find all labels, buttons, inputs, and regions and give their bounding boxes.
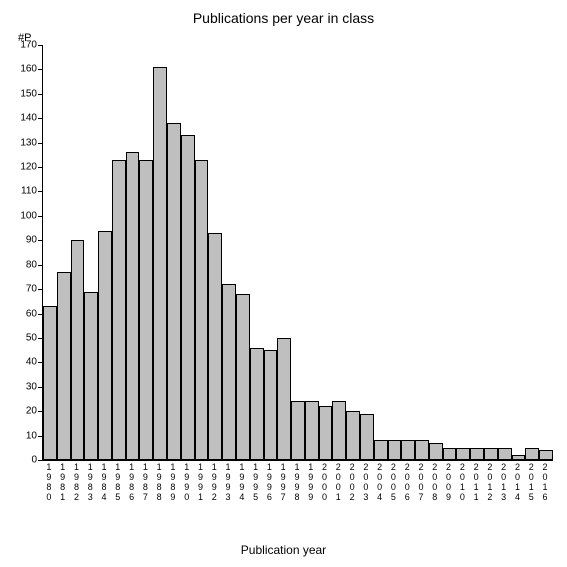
bar — [291, 401, 305, 460]
bar — [415, 440, 429, 460]
x-tick-label: 2002 — [345, 463, 359, 503]
bar — [264, 350, 278, 460]
x-tick-label: 2003 — [359, 463, 373, 503]
x-axis-tick-labels: 1980198119821983198419851986198719881989… — [42, 463, 552, 503]
bar — [71, 240, 85, 460]
y-tick-label: 100 — [7, 210, 37, 221]
x-tick-label: 2011 — [469, 463, 483, 503]
y-tick-label: 130 — [7, 137, 37, 148]
bar — [443, 448, 457, 460]
x-tick-label: 1989 — [166, 463, 180, 503]
x-tick-label: 2000 — [318, 463, 332, 503]
bar — [153, 67, 167, 460]
x-tick-label: 1988 — [152, 463, 166, 503]
bar — [236, 294, 250, 460]
y-tick-label: 60 — [7, 308, 37, 319]
x-tick-label: 1998 — [290, 463, 304, 503]
y-tick-label: 10 — [7, 430, 37, 441]
bar — [484, 448, 498, 460]
x-tick-label: 2005 — [387, 463, 401, 503]
bar — [525, 448, 539, 460]
bar — [43, 306, 57, 460]
x-tick-label: 1999 — [304, 463, 318, 503]
bar — [112, 160, 126, 460]
y-tick-label: 90 — [7, 235, 37, 246]
y-tick-label: 80 — [7, 259, 37, 270]
bar — [539, 450, 553, 460]
bar — [222, 284, 236, 460]
bar — [126, 152, 140, 460]
chart-title: Publications per year in class — [0, 10, 567, 26]
x-tick-label: 2010 — [455, 463, 469, 503]
x-tick-label: 1981 — [56, 463, 70, 503]
bar — [319, 406, 333, 460]
x-tick-label: 1994 — [235, 463, 249, 503]
x-tick-label: 2006 — [400, 463, 414, 503]
y-tick-label: 160 — [7, 64, 37, 75]
x-tick-label: 1996 — [263, 463, 277, 503]
bar — [250, 348, 264, 460]
x-tick-label: 1990 — [180, 463, 194, 503]
y-tick-label: 50 — [7, 332, 37, 343]
x-tick-label: 2007 — [414, 463, 428, 503]
bar — [195, 160, 209, 460]
bar — [429, 443, 443, 460]
x-axis-label: Publication year — [0, 543, 567, 557]
x-tick-label: 2013 — [497, 463, 511, 503]
y-tick-label: 150 — [7, 88, 37, 99]
x-tick-label: 1983 — [83, 463, 97, 503]
x-tick-label: 2008 — [428, 463, 442, 503]
x-tick-label: 2016 — [538, 463, 552, 503]
bar — [84, 292, 98, 460]
bar — [305, 401, 319, 460]
x-tick-label: 1982 — [70, 463, 84, 503]
x-tick-label: 2009 — [442, 463, 456, 503]
bars — [43, 45, 553, 460]
plot-area — [42, 45, 553, 461]
bar — [139, 160, 153, 460]
x-tick-label: 1995 — [249, 463, 263, 503]
bar — [498, 448, 512, 460]
y-tick-label: 20 — [7, 406, 37, 417]
x-tick-label: 1985 — [111, 463, 125, 503]
bar — [181, 135, 195, 460]
x-tick-label: 1984 — [97, 463, 111, 503]
y-tick-label: 120 — [7, 162, 37, 173]
chart-container: Publications per year in class #P 010203… — [0, 0, 567, 567]
y-tick-label: 40 — [7, 357, 37, 368]
y-tick-label: 110 — [7, 186, 37, 197]
bar — [332, 401, 346, 460]
x-tick-label: 2001 — [331, 463, 345, 503]
x-tick-label: 1986 — [125, 463, 139, 503]
x-tick-label: 1987 — [138, 463, 152, 503]
bar — [401, 440, 415, 460]
y-tick-label: 0 — [7, 455, 37, 466]
bar — [388, 440, 402, 460]
x-tick-label: 2015 — [524, 463, 538, 503]
bar — [512, 455, 526, 460]
y-tick-label: 30 — [7, 381, 37, 392]
x-tick-label: 2012 — [483, 463, 497, 503]
bar — [277, 338, 291, 460]
bar — [360, 414, 374, 460]
x-tick-label: 1992 — [207, 463, 221, 503]
y-tick-label: 140 — [7, 113, 37, 124]
y-tick-label: 170 — [7, 40, 37, 51]
bar — [374, 440, 388, 460]
bar — [167, 123, 181, 460]
bar — [470, 448, 484, 460]
bar — [346, 411, 360, 460]
x-tick-label: 1991 — [194, 463, 208, 503]
bar — [57, 272, 71, 460]
bar — [98, 231, 112, 460]
bar — [208, 233, 222, 460]
x-tick-label: 1980 — [42, 463, 56, 503]
x-tick-label: 1993 — [221, 463, 235, 503]
y-tick-label: 70 — [7, 284, 37, 295]
x-tick-label: 1997 — [276, 463, 290, 503]
x-tick-label: 2014 — [511, 463, 525, 503]
x-tick-label: 2004 — [373, 463, 387, 503]
bar — [456, 448, 470, 460]
